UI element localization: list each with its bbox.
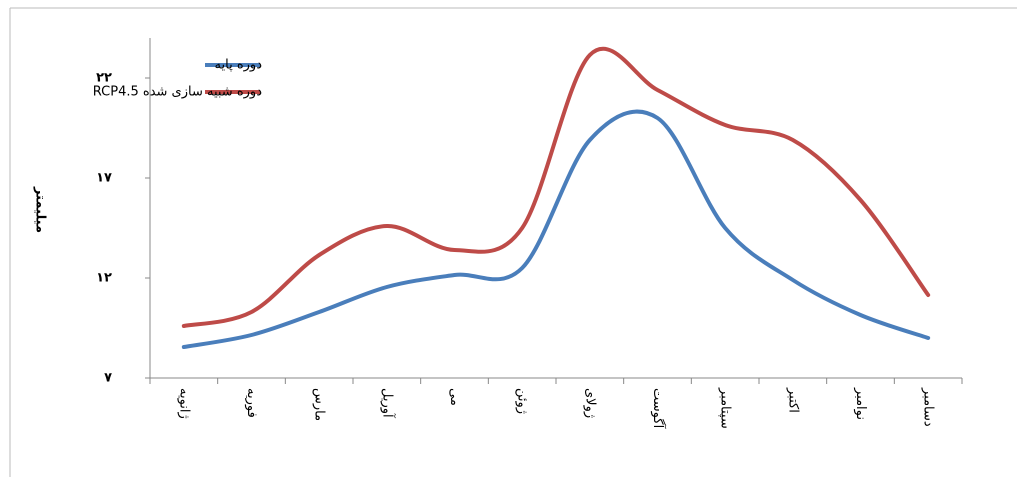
- x-tick-label: ژولای: [582, 388, 597, 418]
- series-line: [181, 46, 931, 328]
- x-tick-label: آگوست: [650, 388, 667, 430]
- x-tick-label: سپتامبر: [718, 387, 733, 429]
- x-tick-label: ژوئن: [515, 388, 530, 414]
- y-axis-label: میلیمتر: [33, 186, 48, 233]
- y-tick-label: ۷: [104, 371, 112, 386]
- y-tick-label: ۲۲: [96, 71, 112, 86]
- x-tick-label: می: [447, 388, 462, 406]
- x-tick-label: نوامبر: [853, 387, 868, 420]
- y-tick-label: ۱۲: [96, 271, 112, 286]
- legend-label: دوره پایه: [215, 58, 263, 73]
- x-tick-label: مارس: [312, 388, 327, 421]
- x-tick-label: ژانویه: [176, 388, 191, 419]
- x-tick-label: آوریل: [379, 388, 396, 419]
- y-tick-label: ۱۷: [96, 171, 112, 186]
- series-line: [181, 109, 931, 349]
- x-tick-label: دسامبر: [921, 387, 936, 427]
- x-tick-label: فوریه: [244, 388, 259, 418]
- legend-label: دوره شبیه سازی شده RCP4.5: [93, 85, 262, 100]
- x-tick-label: اکتبر: [785, 387, 800, 413]
